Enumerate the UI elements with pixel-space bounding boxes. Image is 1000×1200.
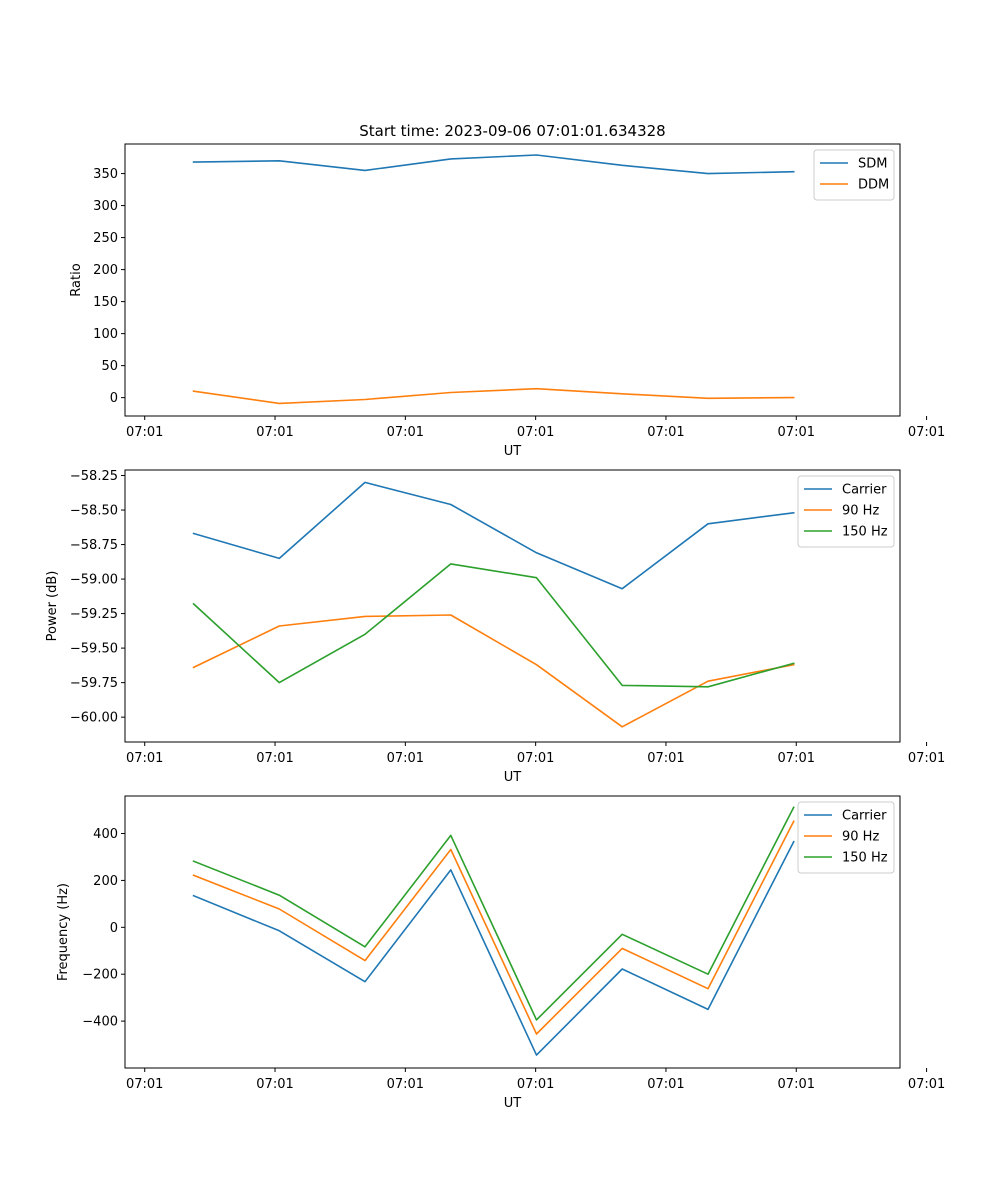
series-line-90-hz <box>192 820 795 1035</box>
x-axis-label: UT <box>504 770 522 785</box>
y-tick-label: −200 <box>82 968 118 983</box>
x-tick-label: 07:01 <box>126 425 163 440</box>
legend-label: 150 Hz <box>842 525 888 540</box>
x-tick-label: 07:01 <box>908 1077 945 1092</box>
x-tick-label: 07:01 <box>647 425 684 440</box>
legend-label: Carrier <box>842 483 887 498</box>
x-tick-label: 07:01 <box>778 751 815 766</box>
legend-label: 90 Hz <box>842 830 879 845</box>
series-line-sdm <box>192 154 795 175</box>
series-line-carrier <box>192 840 795 1056</box>
chart-panel-1: 0 50 100 150 200 250 300 350 07:01 07:01 07:01 07:0… <box>69 143 945 459</box>
x-tick-label: 07:01 <box>778 1077 815 1092</box>
chart-panel-2: −60.00 −59.75 −59.50 −59.25 −59.00 −58.75 −58.… <box>45 469 945 785</box>
x-tick-label: 07:01 <box>126 1077 163 1092</box>
y-tick-label: −59.50 <box>70 642 118 657</box>
y-tick-label: −58.50 <box>70 504 118 519</box>
series-line-150-hz <box>192 806 795 1021</box>
legend-label: DDM <box>858 178 889 193</box>
x-tick-label: 07:01 <box>517 1077 554 1092</box>
y-axis-label: Ratio <box>69 263 84 296</box>
x-tick-label: 07:01 <box>647 751 684 766</box>
y-tick-label: 150 <box>93 295 118 310</box>
y-tick-label: −60.00 <box>70 711 118 726</box>
chart-panel-3: −400 −200 0 200 400 07:01 07:01 07:01 07:01 07:01… <box>56 795 945 1111</box>
plot-frame <box>124 143 901 417</box>
x-tick-label: 07:01 <box>647 1077 684 1092</box>
y-tick-label: 200 <box>93 874 118 889</box>
y-tick-label: 200 <box>93 263 118 278</box>
y-tick-label: 0 <box>110 391 118 406</box>
x-tick-label: 07:01 <box>256 1077 293 1092</box>
legend-label: Carrier <box>842 809 887 824</box>
x-tick-label: 07:01 <box>778 425 815 440</box>
legend-label: SDM <box>858 157 887 172</box>
x-axis-label: UT <box>504 444 522 459</box>
series-line-150-hz <box>192 563 795 688</box>
y-tick-label: 250 <box>93 231 118 246</box>
plot-frame <box>124 469 901 743</box>
y-tick-label: −59.25 <box>70 607 118 622</box>
legend-box <box>797 801 895 874</box>
x-tick-label: 07:01 <box>517 425 554 440</box>
x-tick-label: 07:01 <box>908 425 945 440</box>
y-axis-label: Frequency (Hz) <box>56 883 71 981</box>
series-line-ddm <box>192 387 795 405</box>
y-tick-label: 0 <box>110 921 118 936</box>
y-tick-label: 400 <box>93 827 118 842</box>
y-tick-label: −400 <box>82 1015 118 1030</box>
legend: SDM DDM <box>813 149 895 201</box>
x-tick-label: 07:01 <box>387 425 424 440</box>
series-line-carrier <box>192 481 795 590</box>
legend-label: 90 Hz <box>842 504 879 519</box>
x-axis-label: UT <box>504 1096 522 1111</box>
y-tick-label: −59.00 <box>70 573 118 588</box>
x-tick-label: 07:01 <box>126 751 163 766</box>
x-tick-label: 07:01 <box>517 751 554 766</box>
x-tick-label: 07:01 <box>387 1077 424 1092</box>
y-tick-label: −59.75 <box>70 676 118 691</box>
x-tick-label: 07:01 <box>908 751 945 766</box>
legend-box <box>797 475 895 548</box>
x-tick-label: 07:01 <box>256 425 293 440</box>
y-tick-label: 300 <box>93 199 118 214</box>
chart-title: Start time: 2023-09-06 07:01:01.634328 <box>359 122 665 140</box>
y-tick-label: 50 <box>101 359 118 374</box>
x-tick-label: 07:01 <box>256 751 293 766</box>
y-tick-label: 100 <box>93 327 118 342</box>
legend-label: 150 Hz <box>842 851 888 866</box>
legend: Carrier 90 Hz 150 Hz <box>797 801 895 874</box>
y-tick-label: 350 <box>93 167 118 182</box>
series-line-90-hz <box>192 614 795 728</box>
x-tick-label: 07:01 <box>387 751 424 766</box>
y-axis-label: Power (dB) <box>45 571 60 642</box>
plot-frame <box>124 795 901 1069</box>
legend: Carrier 90 Hz 150 Hz <box>797 475 895 548</box>
y-tick-label: −58.25 <box>70 469 118 484</box>
y-tick-label: −58.75 <box>70 538 118 553</box>
